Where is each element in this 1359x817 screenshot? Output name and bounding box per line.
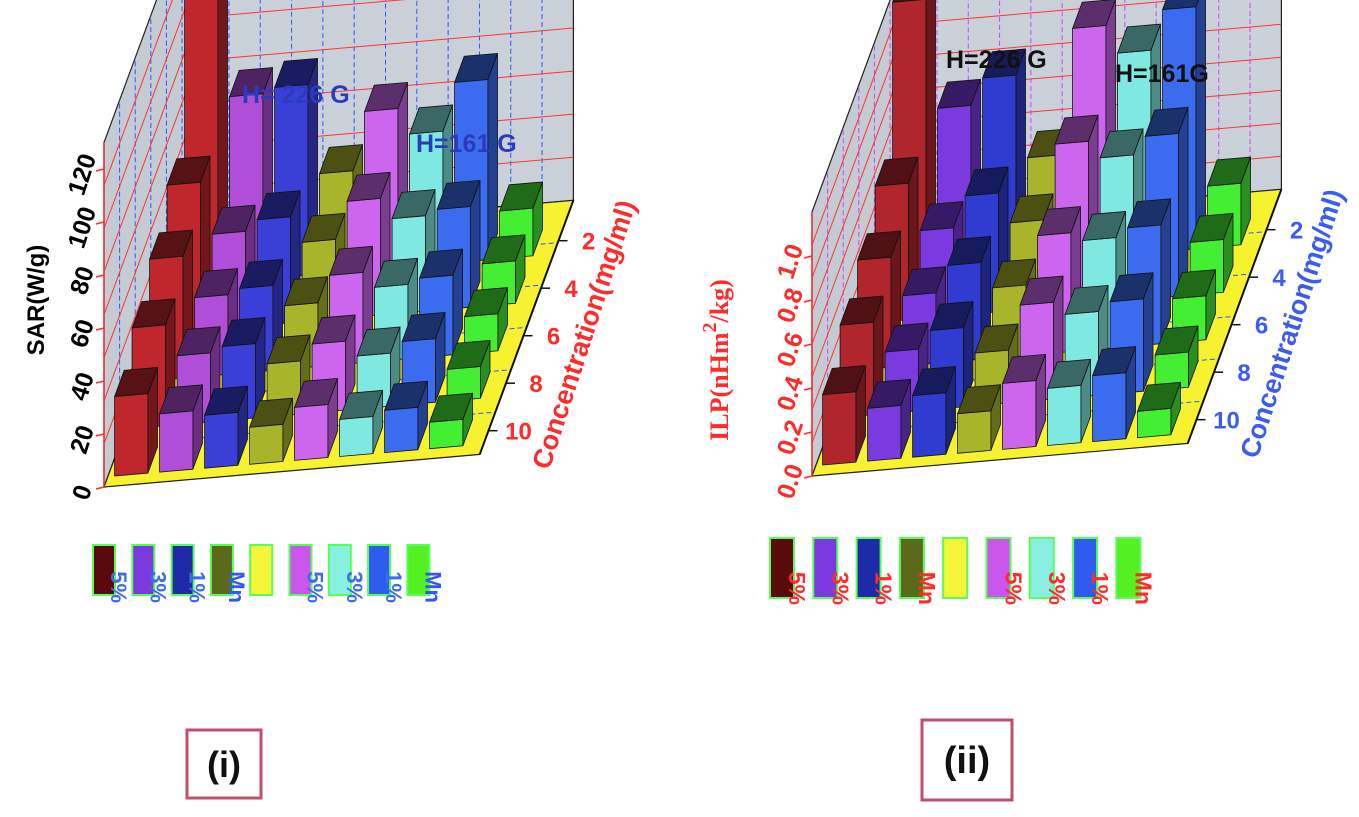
y-axis-label-main: ILP(nHm [705,332,734,441]
bar-1pct-c10 [204,385,249,469]
bar-5pct-c10 [114,367,159,477]
y-tick-label: 0.4 [772,373,809,415]
legend-label: 1% [1087,572,1113,605]
y-tick-label: 120 [63,150,103,198]
legend-swatch [209,544,234,596]
concentration-tick-label: 2 [582,229,595,256]
field-label: H=226 G [946,46,1047,74]
legend-label: Mn [1130,572,1156,605]
chart-panel-sar: 020406080100120SAR(W/g)246810Concentrati… [23,0,642,800]
legend-swatch [898,537,925,599]
legend-swatch [812,537,839,599]
legend: 5% 3% 1% Mn 5% 3% 1% Mn [92,544,445,603]
bar-5pct-c10 [822,365,867,466]
y-tick-label: 100 [63,203,103,251]
legend-label: 1% [185,571,210,603]
bar-3pct-c10 [867,378,912,462]
y-tick-label: 1.0 [772,241,809,283]
field-label: H= 226 G [242,81,350,109]
legend-label: 3% [1044,572,1070,605]
y-axis-label-tail: /kg) [705,279,734,323]
legend-swatch [131,544,156,596]
bars [822,0,1252,466]
legend-label: 1% [381,571,406,603]
panel-label-text: (ii) [944,740,990,782]
legend-swatch [1115,537,1142,599]
concentration-tick-label: 10 [1213,408,1240,435]
legend: 5% 3% 1% Mn 5% 3% 1% Mn [769,537,1156,605]
concentration-tick-label: 4 [1272,265,1286,292]
y-axis-label-sup: 2 [699,323,721,333]
field-label: H=161G [1115,60,1209,88]
legend-swatch [170,544,195,596]
concentration-tick-label: 8 [1237,360,1250,387]
bar-1pct-c10 [912,366,957,458]
bars [114,0,544,477]
legend-label: 3% [145,571,170,603]
legend-label: 5% [784,572,810,605]
legend-swatch [406,544,431,596]
legend-swatch [327,544,352,596]
y-axis-label: ILP(nHm2/kg) [699,279,734,441]
legend-swatch [1072,537,1099,599]
y-tick-label: 20 [65,422,100,457]
legend-label: Mn [420,571,445,603]
chart-panel-ilp: 0.00.20.40.60.81.0ILP(nHm2/kg)246810Conc… [699,0,1350,802]
y-axis-label: SAR(W/g) [23,245,50,356]
y-tick-label: 0.0 [772,461,809,503]
bar-1pct-c10 [1092,346,1137,443]
legend-label: 5% [303,571,328,603]
bar-Mn-c8 [1154,325,1199,391]
legend-label: 5% [1001,572,1027,605]
legend-swatch [985,537,1012,599]
y-tick-label: 80 [65,263,100,298]
y-tick-label: 40 [65,369,100,404]
y-tick-label: 0.2 [772,417,809,459]
legend-swatch [942,537,969,599]
legend-swatch [288,544,313,596]
legend-label: Mn [914,572,940,605]
bar-Mn-c10 [957,384,1002,454]
legend-swatch [92,544,116,596]
concentration-tick-label: 6 [547,324,560,351]
bar-3pct-c10 [159,384,204,473]
bar-Mn-c10 [1137,381,1182,439]
bar-5pct-c10 [294,377,339,461]
panel-label: (i) [185,728,263,800]
legend-swatch [769,537,795,599]
y-axis: 0.00.20.40.60.81.0 [772,212,813,503]
field-label: H=161 G [416,130,517,158]
concentration-tick-label: 6 [1255,313,1268,340]
legend-swatch [367,544,392,596]
concentration-tick-label: 10 [505,419,532,446]
y-tick-label: 60 [65,316,100,351]
legend-label: 1% [871,572,897,605]
concentration-tick-label: 8 [529,371,542,398]
legend-swatch [1028,537,1055,599]
bar-Mn-c10 [429,392,474,450]
bar-5pct-c10 [1002,353,1047,450]
y-axis: 0 20 40 60 80 100 120 [63,142,105,504]
bar-Mn-c10 [249,397,294,465]
legend-swatch [249,544,274,596]
concentration-tick-label: 4 [564,276,578,303]
panel-label-text: (i) [207,744,241,785]
bar-Mn-c8 [446,339,491,402]
legend-label: 5% [106,571,131,603]
y-tick-label: 0.8 [772,285,809,327]
y-tick-label: 0 [67,482,98,504]
legend-label: 3% [827,572,853,605]
legend-swatch [855,537,882,599]
legend-label: 3% [342,571,367,603]
legend-label: Mn [224,571,249,603]
panel-label: (ii) [920,718,1014,802]
y-tick-label: 0.6 [772,329,809,371]
bar-3pct-c10 [339,389,384,457]
bar-1pct-c10 [384,380,429,454]
bar-3pct-c10 [1047,358,1092,446]
concentration-tick-label: 2 [1290,218,1303,245]
